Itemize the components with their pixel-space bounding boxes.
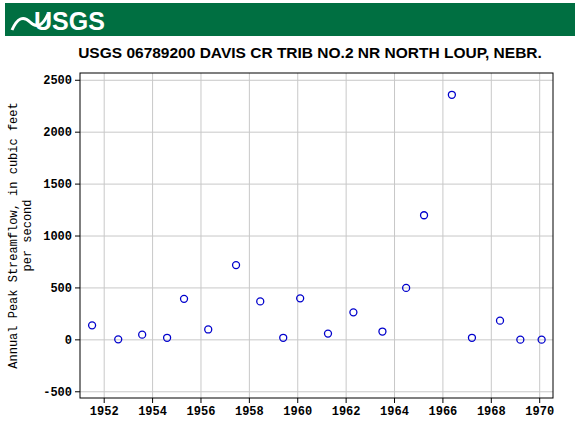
grid-line [80, 391, 553, 392]
point [257, 298, 264, 305]
tick [75, 339, 80, 340]
tick [75, 184, 80, 185]
tick-label: 1958 [235, 405, 264, 419]
tick-label: 1970 [525, 405, 554, 419]
point [403, 284, 410, 291]
tick [346, 398, 347, 403]
point [350, 309, 357, 316]
tick [75, 132, 80, 133]
point [280, 334, 287, 341]
y-axis-label: Annual Peak Streamflow, in cubic feetper… [7, 102, 35, 368]
header-band [5, 3, 575, 36]
tick-label: 1956 [187, 405, 216, 419]
tick [297, 398, 298, 403]
tick [75, 391, 80, 392]
tick-label: 1954 [138, 405, 167, 419]
grid-line [394, 73, 395, 398]
point [89, 322, 96, 329]
y-axis-label-line: per second [21, 199, 35, 271]
point [164, 334, 171, 341]
point [497, 317, 504, 324]
tick-label: 1000 [43, 230, 72, 244]
y-axis-label-line: Annual Peak Streamflow, in cubic feet [7, 102, 21, 368]
grid-line [346, 73, 347, 398]
grid-line [152, 73, 153, 398]
tick-label: 2000 [43, 126, 72, 140]
grid-line [442, 73, 443, 398]
point [297, 295, 304, 302]
point [379, 328, 386, 335]
tick [75, 236, 80, 237]
grid-line [491, 73, 492, 398]
chart: USGS USGS 06789200 DAVIS CR TRIB NO.2 NR … [0, 0, 580, 430]
grid-line [539, 73, 540, 398]
tick-label: 1966 [429, 405, 458, 419]
grid-line [104, 73, 105, 398]
plot-area [80, 73, 553, 398]
point [205, 326, 212, 333]
grid-line [80, 339, 553, 340]
tick [75, 287, 80, 288]
point [139, 331, 146, 338]
point [115, 336, 122, 343]
tick-label: 1960 [283, 405, 312, 419]
tick [442, 398, 443, 403]
tick [249, 398, 250, 403]
grid-line [200, 73, 201, 398]
point [233, 262, 240, 269]
tick [394, 398, 395, 403]
tick [152, 398, 153, 403]
tick [491, 398, 492, 403]
grid-line [80, 80, 553, 81]
grid-line [297, 73, 298, 398]
tick [200, 398, 201, 403]
title: USGS 06789200 DAVIS CR TRIB NO.2 NR NORT… [78, 44, 542, 61]
point [181, 295, 188, 302]
points [89, 91, 546, 343]
tick-label: 1952 [90, 405, 119, 419]
tick-label: -500 [43, 386, 72, 400]
grid-line [80, 287, 553, 288]
tick [104, 398, 105, 403]
point [421, 212, 428, 219]
tick-label: 0 [65, 334, 72, 348]
grid-line [80, 236, 553, 237]
grid-line [80, 184, 553, 185]
point [468, 334, 475, 341]
point [448, 91, 455, 98]
tick [539, 398, 540, 403]
plot-frame [80, 73, 553, 398]
logo: USGS [34, 7, 105, 35]
tick [75, 80, 80, 81]
tick-label: 1500 [43, 178, 72, 192]
grid-line [80, 132, 553, 133]
tick-label: 1968 [477, 405, 506, 419]
background [0, 0, 580, 430]
point [538, 336, 545, 343]
point [324, 330, 331, 337]
point [517, 336, 524, 343]
tick-label: 500 [50, 282, 72, 296]
tick-label: 1962 [332, 405, 361, 419]
tick-label: 2500 [43, 74, 72, 88]
grid-line [249, 73, 250, 398]
tick-label: 1964 [380, 405, 409, 419]
